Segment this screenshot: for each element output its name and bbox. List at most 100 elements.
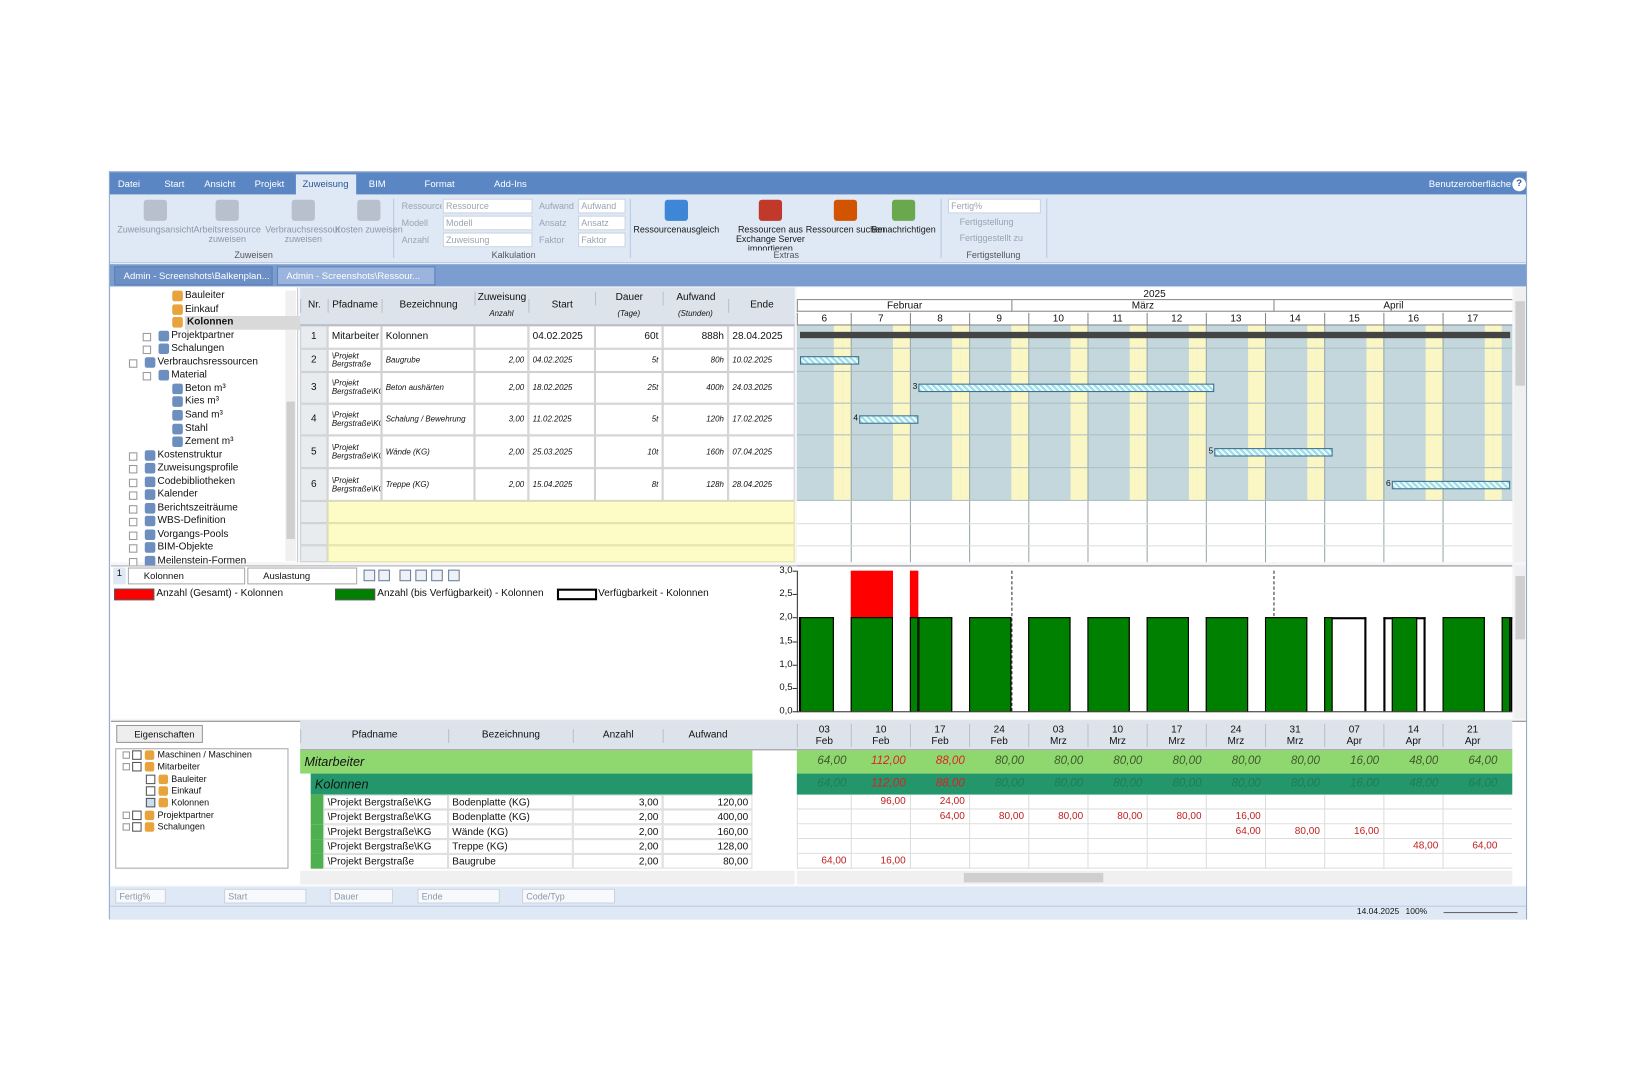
field-input[interactable]: Ressource bbox=[442, 198, 533, 214]
period-month: Mrz bbox=[1028, 735, 1087, 748]
tree-checkbox[interactable] bbox=[145, 786, 156, 796]
tree-item[interactable]: Berichtszeiträume bbox=[157, 501, 238, 514]
toolbar-icon[interactable] bbox=[415, 569, 427, 582]
tree-item[interactable]: Projektpartner bbox=[171, 329, 235, 341]
properties-button[interactable]: Eigenschaften bbox=[116, 724, 203, 743]
grid-cell: 128,00 bbox=[662, 839, 753, 854]
period-cell bbox=[1324, 809, 1383, 825]
tree-item[interactable]: Bauleiter bbox=[171, 773, 207, 784]
filter-field[interactable]: Code/Typ bbox=[522, 888, 616, 904]
tree-item[interactable]: Bauleiter bbox=[184, 289, 225, 302]
toolbar-icon[interactable] bbox=[448, 569, 460, 582]
zoom-slider[interactable] bbox=[1443, 912, 1518, 914]
toolbar-icon[interactable] bbox=[399, 569, 412, 582]
tree-item[interactable]: Einkauf bbox=[184, 302, 219, 315]
document-tab[interactable]: Admin - Screenshots\Balkenplan... bbox=[114, 266, 273, 286]
tree-item[interactable]: BIM-Objekte bbox=[157, 541, 214, 554]
ribbon-button[interactable]: Verbrauchsressource zuweisen bbox=[265, 225, 341, 245]
tree-item[interactable]: Kolonnen bbox=[184, 316, 312, 330]
period-month: Apr bbox=[1383, 735, 1442, 748]
toolbar-icon[interactable] bbox=[431, 569, 443, 582]
field-input[interactable]: Zuweisung bbox=[442, 232, 533, 248]
index-box[interactable]: 1 bbox=[113, 567, 126, 585]
filter-field[interactable]: Ende bbox=[417, 888, 500, 904]
ribbon-button[interactable]: Fertigstellung bbox=[959, 216, 1014, 228]
time-row bbox=[796, 794, 1513, 810]
tree-item[interactable]: Schalungen bbox=[171, 342, 225, 355]
document-tab[interactable]: Admin - Screenshots\Ressour... bbox=[276, 266, 436, 286]
tree-item[interactable]: Projektpartner bbox=[157, 808, 214, 820]
tree-item[interactable]: Meilenstein-Formen bbox=[157, 554, 247, 567]
tree-scroll-thumb bbox=[286, 401, 295, 539]
gantt-bar[interactable] bbox=[799, 356, 860, 365]
filter-field[interactable]: Fertig% bbox=[115, 888, 166, 904]
ribbon-tab[interactable]: Add-Ins bbox=[494, 178, 527, 190]
field-input[interactable]: Modell bbox=[442, 215, 533, 231]
field-input[interactable]: Ansatz bbox=[578, 215, 626, 231]
ribbon-button[interactable]: Zuweisungsansicht bbox=[117, 225, 194, 235]
tree-icon bbox=[144, 489, 156, 501]
tree-item[interactable]: Schalungen bbox=[157, 820, 205, 832]
tree-item[interactable]: Zement m³ bbox=[184, 435, 234, 448]
resource-select[interactable]: Kolonnen bbox=[127, 567, 246, 585]
tree-item[interactable]: Kostenstruktur bbox=[157, 448, 223, 461]
mode-select[interactable]: Auslastung bbox=[247, 567, 358, 585]
tree-checkbox[interactable] bbox=[145, 798, 156, 808]
toolbar-icon[interactable] bbox=[363, 569, 376, 582]
help-button[interactable]: ? bbox=[1512, 177, 1527, 192]
weekend-stripe bbox=[1138, 325, 1147, 501]
gantt-bar[interactable] bbox=[1391, 480, 1511, 489]
tree-item[interactable]: Kalender bbox=[157, 488, 198, 501]
toolbar-icon[interactable] bbox=[378, 569, 390, 582]
ribbon-tab[interactable]: Format bbox=[424, 178, 455, 190]
gantt-bar[interactable] bbox=[859, 415, 919, 424]
field-input[interactable]: Aufwand bbox=[578, 198, 626, 214]
tree-item[interactable]: Einkauf bbox=[171, 785, 202, 796]
ribbon-button[interactable]: Kosten zuweisen bbox=[334, 225, 403, 235]
ribbon-button[interactable]: Fertiggestellt zu bbox=[959, 232, 1023, 244]
ribbon-button[interactable]: Ressourcen aus Exchange Server importier… bbox=[735, 225, 805, 251]
tree-icon bbox=[144, 762, 155, 772]
tree-checkbox[interactable] bbox=[132, 810, 142, 820]
ribbon-tab[interactable]: Datei bbox=[117, 178, 141, 190]
filter-field[interactable]: Start bbox=[224, 888, 307, 904]
ui-menu[interactable]: Benutzeroberfläche bbox=[1428, 178, 1512, 190]
ribbon-button[interactable]: Benachrichtigen bbox=[871, 225, 936, 235]
gantt-row-line bbox=[796, 523, 1513, 525]
period-cell bbox=[1442, 794, 1502, 810]
tree-item[interactable]: Zuweisungsprofile bbox=[157, 461, 239, 474]
tree-checkbox[interactable] bbox=[132, 750, 142, 760]
tree-item[interactable]: WBS-Definition bbox=[157, 515, 226, 527]
tree-item[interactable]: Kies m³ bbox=[184, 395, 219, 408]
ribbon-tab[interactable]: Projekt bbox=[254, 178, 285, 190]
gantt-bar[interactable] bbox=[1214, 447, 1333, 457]
tree-item[interactable]: Sand m³ bbox=[184, 408, 223, 421]
table-cell: 11.02.2025 bbox=[528, 403, 595, 436]
field-input[interactable]: Faktor bbox=[578, 232, 626, 248]
period-month: Mrz bbox=[1146, 735, 1206, 748]
ribbon-tab[interactable]: Ansicht bbox=[204, 178, 236, 190]
tree-item[interactable]: Maschinen / Maschinen bbox=[157, 749, 252, 760]
tree-checkbox[interactable] bbox=[145, 774, 156, 784]
ribbon-tab[interactable]: Start bbox=[164, 178, 185, 190]
tree-item[interactable]: Vorgangs-Pools bbox=[157, 528, 229, 540]
tree-item[interactable]: Mitarbeiter bbox=[157, 761, 200, 772]
ribbon-button[interactable]: Arbeitsressource zuweisen bbox=[193, 225, 261, 245]
gantt-bar[interactable] bbox=[918, 383, 1215, 393]
tree-checkbox[interactable] bbox=[132, 821, 142, 832]
legend-label: Anzahl (Gesamt) - Kolonnen bbox=[156, 587, 284, 600]
tree-item[interactable]: Verbrauchsressourcen bbox=[157, 355, 258, 368]
ribbon-tab[interactable]: BIM bbox=[368, 178, 386, 190]
period-day: 07 bbox=[1324, 723, 1383, 736]
tree-item[interactable]: Material bbox=[171, 369, 207, 381]
filter-field[interactable]: Dauer bbox=[329, 888, 394, 904]
tree-item[interactable]: Stahl bbox=[184, 422, 208, 434]
tree-item[interactable]: Kolonnen bbox=[171, 797, 210, 808]
tree-item[interactable]: Codebibliotheken bbox=[157, 475, 236, 487]
ribbon-button[interactable]: Ressourcenausgleich bbox=[633, 225, 720, 235]
ribbon-tab[interactable]: Zuweisung bbox=[302, 178, 349, 190]
field-input[interactable]: Fertig% bbox=[947, 198, 1041, 214]
ribbon-button[interactable]: Ressourcen suchen bbox=[805, 225, 886, 235]
tree-checkbox[interactable] bbox=[132, 762, 142, 772]
tree-item[interactable]: Beton m³ bbox=[184, 382, 226, 395]
